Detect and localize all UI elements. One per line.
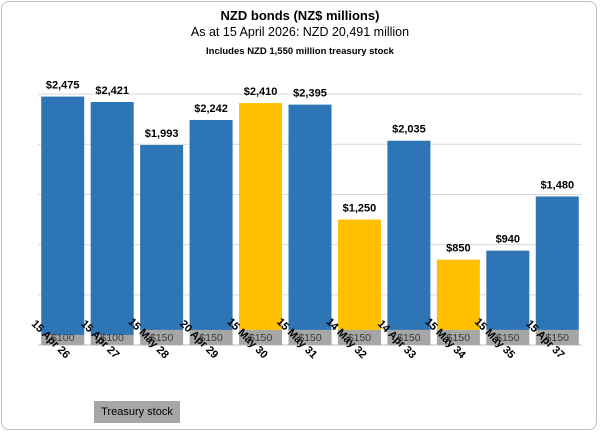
bar-value-label: $2,395 <box>293 88 327 100</box>
treasury-value-label: $150 <box>199 332 223 344</box>
legend-treasury-swatch <box>94 401 180 423</box>
bar-value-label: $1,250 <box>343 203 377 215</box>
bar-bond <box>535 196 579 330</box>
treasury-value-label: $100 <box>101 332 125 344</box>
treasury-value-label: $150 <box>397 332 421 344</box>
bar-bond <box>90 102 134 335</box>
treasury-value-label: $150 <box>496 332 520 344</box>
bar-value-label: $1,480 <box>540 179 574 191</box>
bar-bond <box>387 140 431 330</box>
bar-bond <box>436 259 480 330</box>
bar-value-label: $2,421 <box>95 85 129 97</box>
treasury-value-label: $150 <box>348 332 372 344</box>
bar-treasury <box>189 329 233 345</box>
treasury-value-label: $150 <box>546 332 570 344</box>
bar-treasury <box>288 329 332 345</box>
bar-value-label: $1,993 <box>145 128 179 140</box>
bar-treasury <box>387 329 431 345</box>
bar-bond <box>337 219 381 330</box>
chart-note: Includes NZD 1,550 million treasury stoc… <box>206 46 394 57</box>
bar-treasury <box>41 334 85 345</box>
bar-value-label: $2,410 <box>244 86 278 98</box>
bar-treasury <box>486 329 530 345</box>
treasury-value-label: $150 <box>150 332 174 344</box>
bar-value-label: $940 <box>496 234 520 246</box>
bar-bond <box>189 119 233 330</box>
bar-value-label: $2,242 <box>194 103 228 115</box>
bar-treasury <box>140 329 184 345</box>
bar-treasury <box>90 334 134 345</box>
bar-value-label: $850 <box>446 243 470 255</box>
bar-bond <box>239 103 283 330</box>
legend-treasury-label: Treasury stock <box>101 406 173 418</box>
treasury-value-label: $100 <box>51 332 75 344</box>
treasury-value-label: $150 <box>447 332 471 344</box>
bar-bond <box>288 104 332 330</box>
chart-subtitle: As at 15 April 2026: NZD 20,491 million <box>190 25 410 39</box>
bar-value-label: $2,475 <box>46 80 80 92</box>
bar-treasury <box>436 329 480 345</box>
bar-treasury <box>535 329 579 345</box>
bar-treasury <box>239 329 283 345</box>
treasury-value-label: $150 <box>298 332 322 344</box>
treasury-value-label: $150 <box>249 332 273 344</box>
bar-bond <box>140 144 184 330</box>
bar-value-label: $2,035 <box>392 124 426 136</box>
chart-title: NZD bonds (NZ$ millions) <box>220 8 380 23</box>
bar-treasury <box>337 329 381 345</box>
bar-bond <box>486 250 530 330</box>
bar-bond <box>41 96 85 335</box>
